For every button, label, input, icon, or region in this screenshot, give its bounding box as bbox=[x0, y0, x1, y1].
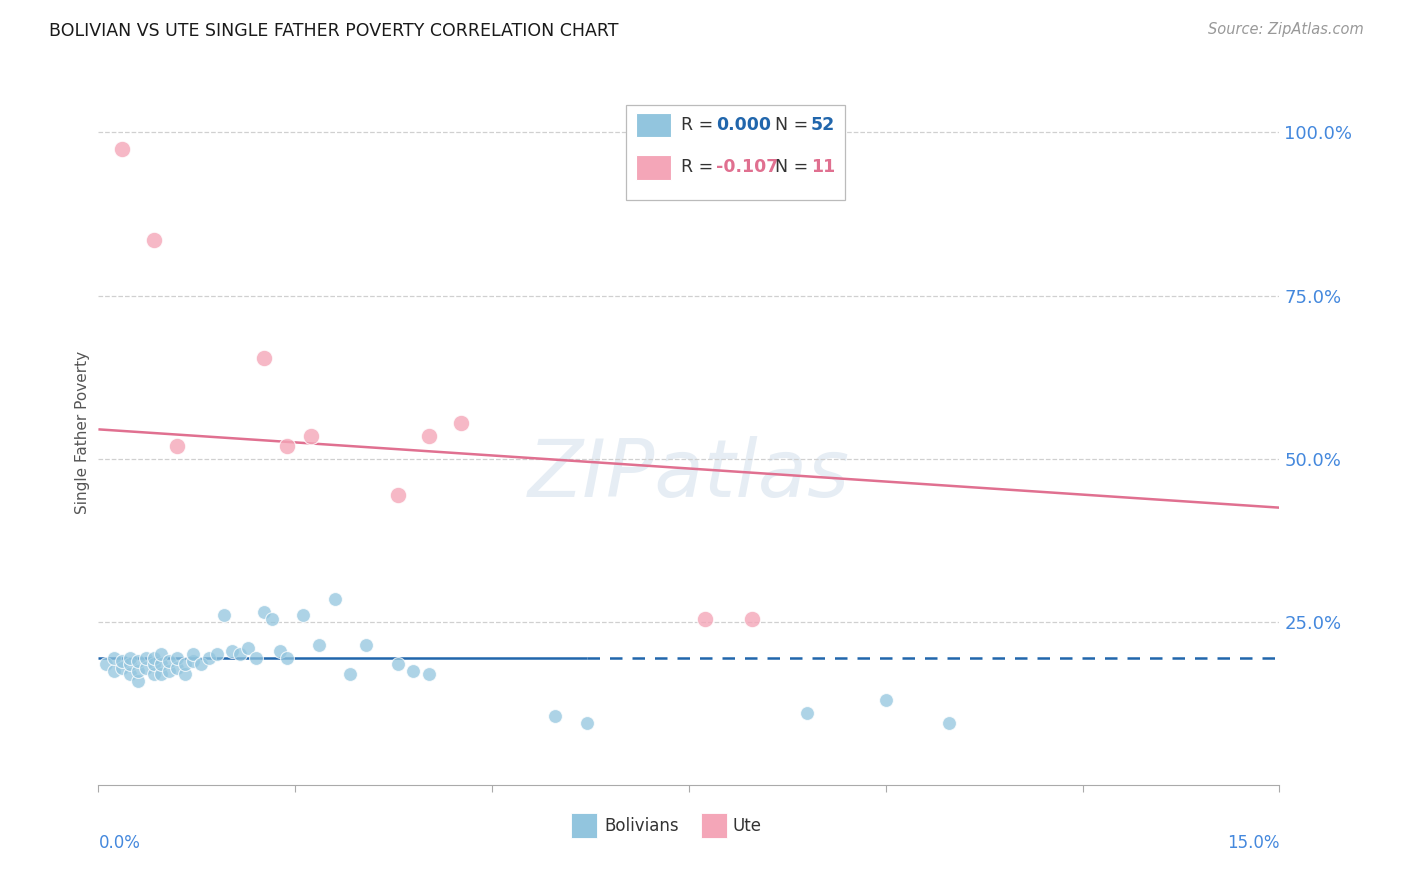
Text: 52: 52 bbox=[811, 116, 835, 134]
Point bbox=[354, 638, 377, 652]
Point bbox=[418, 429, 440, 443]
Point bbox=[387, 657, 409, 672]
Point bbox=[111, 142, 134, 156]
Text: R =: R = bbox=[681, 116, 718, 134]
Point bbox=[214, 608, 236, 623]
FancyBboxPatch shape bbox=[626, 105, 845, 200]
Point bbox=[236, 640, 259, 655]
Y-axis label: Single Father Poverty: Single Father Poverty bbox=[75, 351, 90, 514]
Point bbox=[157, 654, 180, 668]
Point bbox=[111, 660, 134, 674]
Point bbox=[127, 654, 149, 668]
FancyBboxPatch shape bbox=[636, 155, 671, 179]
Point bbox=[292, 608, 315, 623]
Point bbox=[142, 657, 165, 672]
Point bbox=[135, 650, 157, 665]
Point bbox=[150, 657, 173, 672]
Point bbox=[253, 351, 276, 365]
Point bbox=[150, 667, 173, 681]
Point bbox=[135, 660, 157, 674]
Point bbox=[103, 664, 125, 678]
Point bbox=[245, 650, 267, 665]
Point bbox=[174, 667, 197, 681]
Text: 0.000: 0.000 bbox=[716, 116, 770, 134]
Point bbox=[118, 650, 141, 665]
Point bbox=[166, 650, 188, 665]
Point bbox=[269, 644, 291, 658]
Point bbox=[221, 644, 243, 658]
Point bbox=[142, 667, 165, 681]
Point bbox=[181, 654, 204, 668]
Point bbox=[111, 654, 134, 668]
Text: 11: 11 bbox=[811, 158, 835, 176]
Point bbox=[166, 660, 188, 674]
Point bbox=[387, 487, 409, 501]
Point bbox=[938, 716, 960, 731]
Point bbox=[276, 439, 298, 453]
Point bbox=[260, 611, 283, 625]
Point bbox=[418, 667, 440, 681]
Text: 0.0%: 0.0% bbox=[98, 834, 141, 852]
Point bbox=[450, 416, 472, 430]
FancyBboxPatch shape bbox=[700, 814, 727, 838]
Point bbox=[693, 611, 716, 625]
FancyBboxPatch shape bbox=[636, 112, 671, 137]
Text: BOLIVIAN VS UTE SINGLE FATHER POVERTY CORRELATION CHART: BOLIVIAN VS UTE SINGLE FATHER POVERTY CO… bbox=[49, 22, 619, 40]
Point bbox=[308, 638, 330, 652]
Point bbox=[299, 429, 322, 443]
Point bbox=[575, 716, 598, 731]
Point bbox=[276, 650, 298, 665]
Text: -0.107: -0.107 bbox=[716, 158, 779, 176]
Point bbox=[166, 439, 188, 453]
Point bbox=[402, 664, 425, 678]
Point bbox=[127, 673, 149, 688]
Text: 15.0%: 15.0% bbox=[1227, 834, 1279, 852]
Point bbox=[142, 650, 165, 665]
FancyBboxPatch shape bbox=[571, 814, 596, 838]
Text: Source: ZipAtlas.com: Source: ZipAtlas.com bbox=[1208, 22, 1364, 37]
Point bbox=[339, 667, 361, 681]
Point bbox=[127, 664, 149, 678]
Text: N =: N = bbox=[775, 158, 814, 176]
Text: ZIPatlas: ZIPatlas bbox=[527, 436, 851, 514]
Text: Bolivians: Bolivians bbox=[605, 817, 679, 835]
Point bbox=[174, 657, 197, 672]
Text: R =: R = bbox=[681, 158, 718, 176]
Point bbox=[253, 605, 276, 619]
Point bbox=[205, 648, 228, 662]
Point bbox=[157, 664, 180, 678]
Point bbox=[142, 233, 165, 247]
Point bbox=[118, 657, 141, 672]
Point bbox=[190, 657, 212, 672]
Text: N =: N = bbox=[775, 116, 814, 134]
Point bbox=[118, 667, 141, 681]
Point bbox=[197, 650, 219, 665]
Point bbox=[323, 592, 346, 607]
Point bbox=[103, 650, 125, 665]
Point bbox=[544, 709, 567, 723]
Point bbox=[150, 648, 173, 662]
Point bbox=[96, 657, 118, 672]
Point bbox=[181, 648, 204, 662]
Point bbox=[229, 648, 252, 662]
Point bbox=[875, 693, 897, 707]
Point bbox=[796, 706, 818, 721]
Text: Ute: Ute bbox=[733, 817, 762, 835]
Point bbox=[741, 611, 763, 625]
